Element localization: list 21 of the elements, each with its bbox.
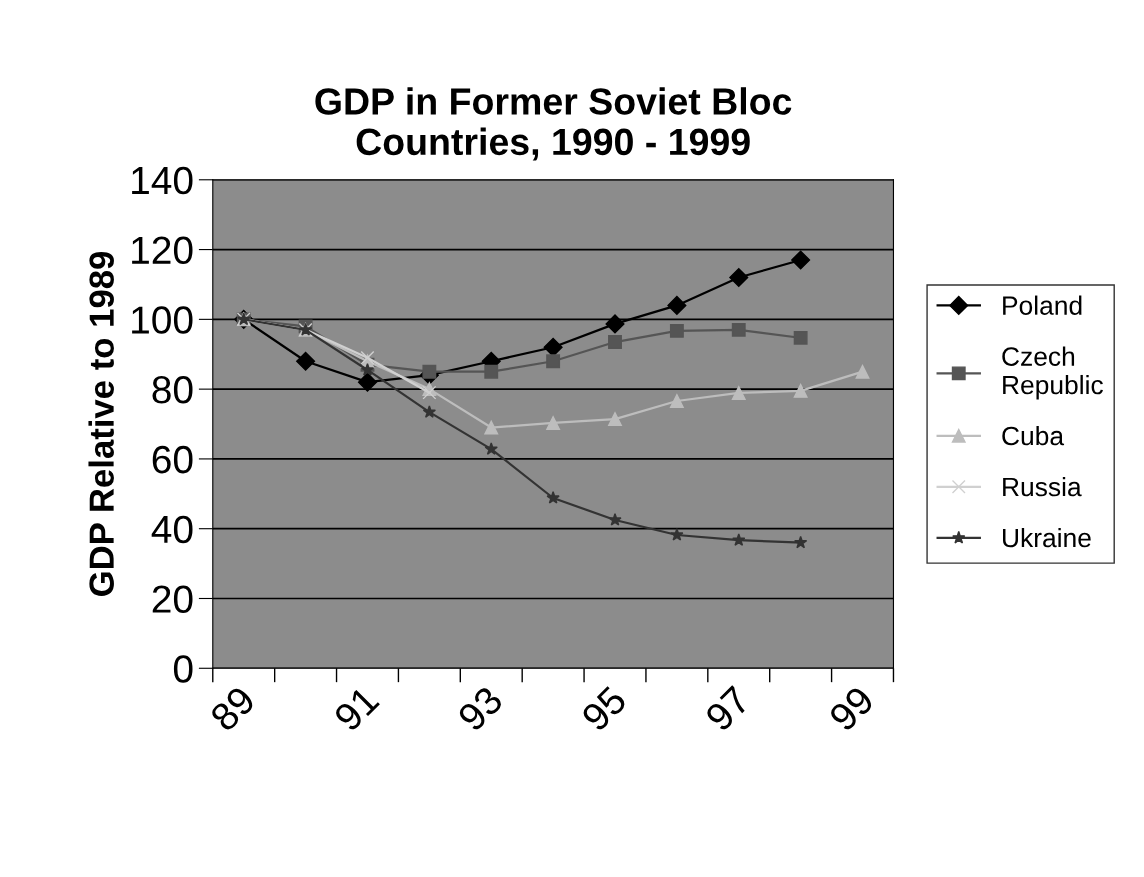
y-axis-title: GDP Relative to 1989	[88, 251, 114, 596]
legend-label: Russia	[1003, 476, 1082, 497]
y-tick-label: 20	[152, 585, 193, 613]
legend-label: Poland	[1003, 295, 1082, 315]
x-tick-label: 89	[208, 684, 257, 733]
y-tick-label: 80	[152, 376, 193, 404]
y-tick-label: 0	[173, 655, 193, 683]
x-tick-label: 91	[332, 684, 381, 733]
x-tick-label: 95	[580, 684, 628, 733]
legend-label: Czech Republic	[1002, 346, 1103, 400]
x-tick-label: 99	[827, 684, 876, 733]
y-tick-label: 120	[132, 236, 193, 265]
chart-title: GDP in Former Soviet Bloc Countries, 1990 - 1999	[315, 87, 792, 161]
legend-label: Ukraine	[1003, 527, 1091, 548]
x-tick-label: 97	[704, 685, 752, 733]
y-tick-label: 100	[132, 306, 193, 334]
y-tick-label: 140	[132, 166, 193, 195]
x-tick-label: 93	[456, 684, 505, 733]
y-tick-label: 40	[151, 515, 193, 544]
legend-label: Cuba	[1002, 425, 1065, 446]
y-tick-label: 60	[152, 445, 193, 474]
